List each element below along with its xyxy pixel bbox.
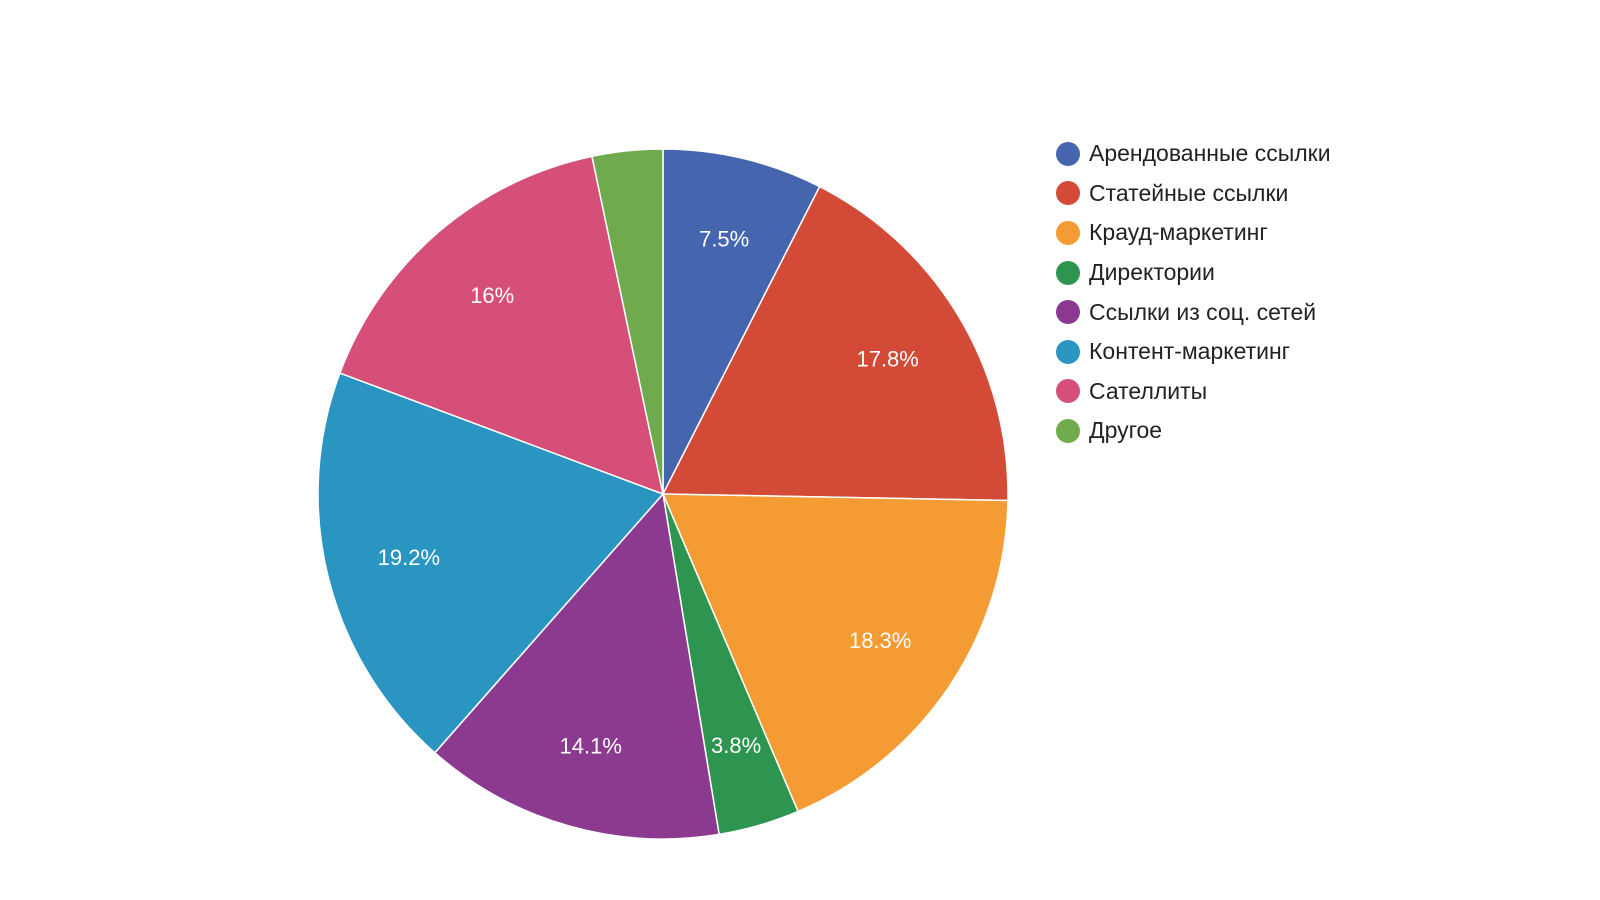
pie-slice[interactable] xyxy=(591,148,664,495)
legend-label: Сателлиты xyxy=(1089,377,1208,404)
pie-slices xyxy=(317,148,1009,840)
legend-marker xyxy=(1056,300,1080,325)
legend-label: Другое xyxy=(1089,417,1163,444)
slice-value-label: 19.2% xyxy=(378,545,440,570)
legend-label: Директории xyxy=(1089,259,1215,286)
legend-marker xyxy=(1056,181,1080,206)
legend-marker xyxy=(1056,141,1080,166)
legend-item[interactable]: Другое xyxy=(1056,411,1331,451)
pie-slice[interactable] xyxy=(338,155,665,496)
legend-label: Статейные ссылки xyxy=(1089,179,1289,206)
slice-value-label: 7.5% xyxy=(699,227,749,252)
legend-marker xyxy=(1056,260,1080,285)
slice-value-label: 17.8% xyxy=(856,347,918,372)
legend-item[interactable]: Арендованные ссылки xyxy=(1056,134,1331,174)
legend-label: Арендованные ссылки xyxy=(1089,140,1331,167)
legend-label: Крауд-маркетинг xyxy=(1089,219,1268,246)
legend-marker xyxy=(1056,339,1080,364)
slice-value-label: 3.8% xyxy=(711,733,761,758)
pie-slice[interactable] xyxy=(661,493,1009,813)
pie-slice[interactable] xyxy=(433,492,720,840)
pie-slice[interactable] xyxy=(662,148,821,495)
legend-item[interactable]: Директории xyxy=(1056,253,1331,293)
legend-marker xyxy=(1056,220,1080,245)
slice-value-label: 14.1% xyxy=(560,733,622,758)
legend-item[interactable]: Крауд-маркетинг xyxy=(1056,213,1331,253)
legend-label: Контент-маркетинг xyxy=(1089,338,1291,365)
legend-item[interactable]: Ссылки из соц. сетей xyxy=(1056,292,1331,332)
legend-marker xyxy=(1056,418,1080,443)
pie-slice[interactable] xyxy=(661,185,1009,502)
slice-value-label: 18.3% xyxy=(849,628,911,653)
legend-item[interactable]: Сателлиты xyxy=(1056,372,1331,412)
legend-item[interactable]: Статейные ссылки xyxy=(1056,174,1331,214)
pie-slice-labels: 7.5% 17.8% 18.3% 3.8% 14.1% 19.2% 16% xyxy=(378,227,919,759)
legend-marker xyxy=(1056,379,1080,404)
legend-label: Ссылки из соц. сетей xyxy=(1089,298,1317,325)
pie-slice[interactable] xyxy=(317,372,665,754)
legend: Арендованные ссылки Статейные ссылки Кра… xyxy=(1056,134,1331,451)
slice-value-label: 16% xyxy=(470,283,514,308)
legend-item[interactable]: Контент-маркетинг xyxy=(1056,332,1331,372)
